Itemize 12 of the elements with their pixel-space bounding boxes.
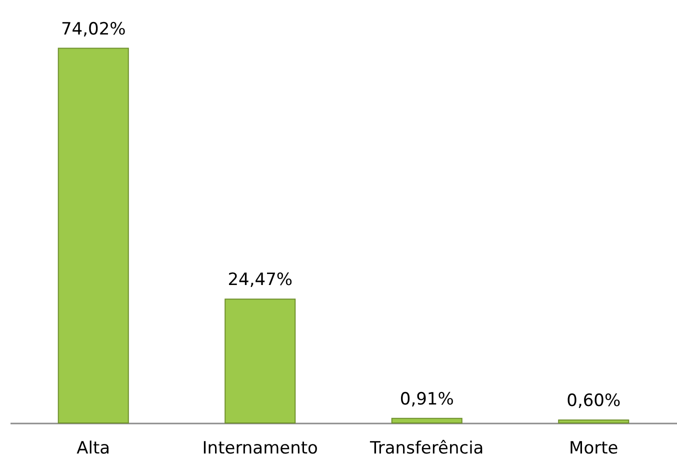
bar: [58, 48, 129, 424]
x-tick-label: Transferência: [369, 438, 484, 458]
data-label: 0,91%: [400, 389, 454, 410]
x-tick-label: Internamento: [202, 438, 318, 458]
x-tick-label: Alta: [76, 438, 110, 458]
data-label: 0,60%: [566, 390, 621, 411]
bar: [558, 419, 630, 424]
x-tick-label: Morte: [569, 438, 618, 458]
bar: [224, 298, 296, 424]
bar: [391, 418, 462, 424]
data-label: 74,02%: [60, 19, 126, 40]
data-label: 24,47%: [228, 270, 293, 290]
